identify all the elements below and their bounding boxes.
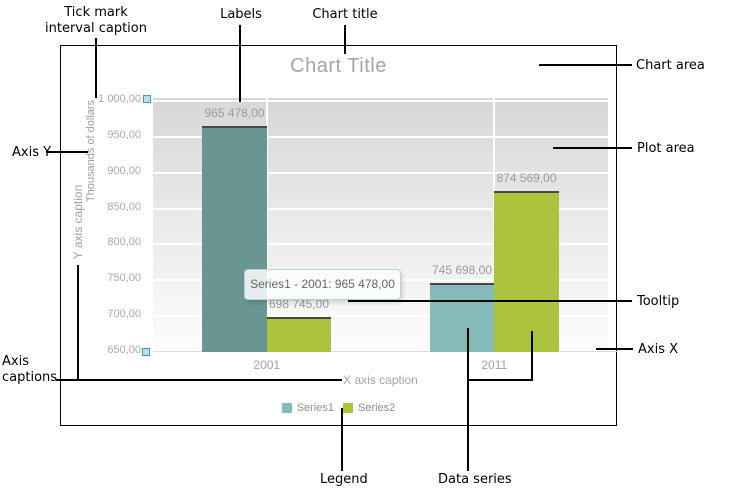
tick-interval-handle-top[interactable] (143, 95, 151, 103)
leader-data-series-connector (467, 379, 533, 381)
annotation-tick-mark-interval-caption: Tick mark interval caption (45, 5, 147, 36)
y-tick-label: 950,00 (107, 128, 141, 141)
y-tick-label: 700,00 (107, 308, 141, 321)
gridline (153, 135, 608, 138)
legend-label: Series2 (358, 402, 396, 414)
bar-value-label: 965 478,00 (204, 105, 265, 120)
y-tick-label: 1 000,00 (98, 93, 141, 105)
leader-axis-captions-vertical (77, 265, 79, 381)
leader-data-series-1 (467, 328, 469, 471)
annotation-axis-x: Axis X (638, 342, 679, 357)
bar-series1-2001[interactable] (202, 125, 267, 352)
legend-swatch-series1 (281, 403, 292, 413)
leader-data-series-2 (531, 331, 533, 381)
annotation-chart-title: Chart title (312, 7, 378, 22)
leader-tick-mark-caption (95, 38, 97, 98)
annotation-chart-area: Chart area (636, 58, 705, 73)
x-category-label: 2011 (481, 358, 508, 372)
annotation-data-series: Data series (438, 472, 512, 487)
legend-item-series1[interactable]: Series1 (281, 402, 334, 414)
y-tick-label: 800,00 (107, 236, 141, 249)
legend-label: Series1 (296, 402, 334, 414)
bar-series2-2001[interactable] (266, 317, 332, 352)
bar-value-label: 745 698,00 (431, 263, 493, 278)
x-axis-caption: X axis caption (343, 373, 418, 387)
plot-area: 965 478,00 698 745,00 745 698,00 874 569,00 (153, 98, 608, 352)
y-axis-caption: Y axis caption (71, 184, 85, 260)
bar-value-label: 874 569,00 (496, 170, 557, 185)
gridline (153, 171, 608, 174)
annotation-tooltip: Tooltip (637, 294, 680, 309)
leader-tooltip (348, 300, 632, 302)
leader-legend (341, 408, 343, 471)
legend-item-series2[interactable]: Series2 (343, 402, 395, 414)
y-tick-label: 900,00 (107, 164, 141, 177)
leader-labels (239, 25, 241, 102)
tick-interval-handle-bottom[interactable] (142, 348, 150, 356)
bar-value-label: 698 745,00 (268, 297, 330, 312)
leader-plot-area (553, 147, 632, 149)
chart-area: Chart Title Thousands of dollars Y axis … (60, 45, 618, 426)
leader-chart-area (539, 64, 632, 66)
annotation-legend: Legend (320, 472, 368, 487)
leader-axis-y (46, 151, 88, 153)
chart-title: Chart Title (290, 55, 387, 77)
gridline (153, 243, 608, 246)
legend: Series1 Series2 (61, 402, 616, 414)
tooltip: Series1 - 2001: 965 478,00 (244, 269, 401, 300)
x-category-label: 2001 (253, 358, 281, 372)
gridline (153, 315, 608, 318)
y-tick-label: 750,00 (107, 272, 141, 285)
bar-series1-2011[interactable] (429, 283, 495, 352)
annotation-labels: Labels (220, 7, 262, 22)
bar-series2-2011[interactable] (494, 190, 559, 352)
annotation-axis-y: Axis Y (12, 145, 52, 160)
y-tick-label: 850,00 (107, 200, 141, 213)
legend-swatch-series2 (343, 403, 353, 413)
leader-chart-title (344, 25, 346, 54)
leader-axis-captions-horizontal (56, 379, 342, 381)
x-axis-line (153, 351, 618, 352)
annotation-plot-area: Plot area (637, 141, 695, 156)
annotation-axis-captions: Axis captions (2, 354, 58, 385)
leader-axis-x (596, 348, 633, 350)
gridline (153, 207, 608, 210)
gridline (153, 100, 608, 102)
y-tick-label: 650,00 (107, 344, 141, 356)
category-gridline (265, 98, 268, 352)
